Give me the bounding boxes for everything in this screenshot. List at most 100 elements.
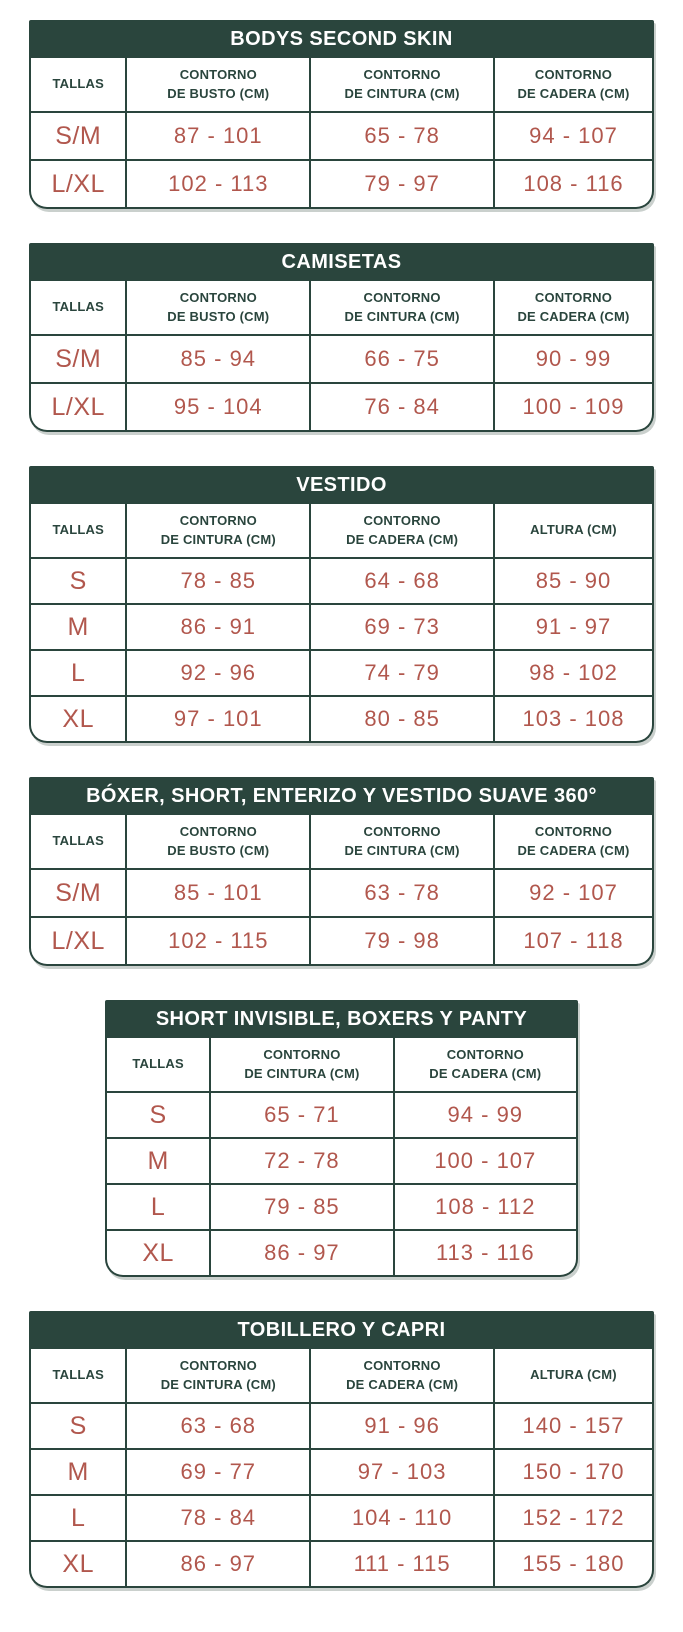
table-body: TALLAS CONTORNO DE CINTURA (CM) CONTORNO D… — [29, 1349, 654, 1588]
measurement-range-cell: 100 - 107 — [392, 1139, 576, 1183]
measurement-range-cell: 95 - 104 — [125, 384, 309, 430]
column-header-row: TALLAS CONTORNO DE CINTURA (CM) CONTORNO D… — [107, 1038, 576, 1091]
size-chart-table: BÓXER, SHORT, ENTERIZO Y VESTIDO SUAVE 3… — [29, 777, 654, 966]
measurement-range-cell: 107 - 118 — [493, 918, 652, 964]
measurement-column-header: CONTORNO DE CADERA (CM) — [309, 504, 493, 557]
size-label-cell: XL — [142, 1238, 174, 1267]
tallas-column-header: TALLAS — [52, 522, 104, 538]
measurement-range-cell: 66 - 75 — [309, 336, 493, 382]
size-row: L/XL 102 - 115 79 - 98 107 - 118 — [31, 916, 652, 964]
size-label-cell: S — [69, 566, 87, 595]
measurement-range-cell: 69 - 73 — [309, 605, 493, 649]
size-label-cell: S/M — [55, 344, 102, 373]
size-row: S 63 - 68 91 - 96 140 - 157 — [31, 1402, 652, 1448]
measurement-column-header: CONTORNO DE CINTURA (CM) — [309, 58, 493, 111]
measurement-range-cell: 85 - 90 — [493, 559, 652, 603]
column-header-row: TALLAS CONTORNO DE BUSTO (CM) CONTORNO DE … — [31, 58, 652, 111]
measurement-range-cell: 63 - 78 — [309, 870, 493, 916]
table-title: VESTIDO — [29, 466, 654, 504]
size-label-cell: XL — [62, 1549, 94, 1578]
size-row: L 78 - 84 104 - 110 152 - 172 — [31, 1494, 652, 1540]
size-label-cell: M — [67, 612, 89, 641]
table-body: TALLAS CONTORNO DE BUSTO (CM) CONTORNO DE … — [29, 58, 654, 209]
measurement-range-cell: 102 - 113 — [125, 161, 309, 207]
size-row: M 72 - 78 100 - 107 — [107, 1137, 576, 1183]
size-label-cell: L/XL — [51, 392, 105, 421]
measurement-range-cell: 86 - 91 — [125, 605, 309, 649]
size-row: XL 86 - 97 111 - 115 155 - 180 — [31, 1540, 652, 1586]
size-row: XL 86 - 97 113 - 116 — [107, 1229, 576, 1275]
measurement-range-cell: 92 - 107 — [493, 870, 652, 916]
measurement-range-cell: 69 - 77 — [125, 1450, 309, 1494]
size-row: S/M 87 - 101 65 - 78 94 - 107 — [31, 111, 652, 159]
measurement-range-cell: 91 - 97 — [493, 605, 652, 649]
measurement-range-cell: 78 - 85 — [125, 559, 309, 603]
measurement-range-cell: 65 - 78 — [309, 113, 493, 159]
measurement-column-header: CONTORNO DE CINTURA (CM) — [309, 815, 493, 868]
table-title: BÓXER, SHORT, ENTERIZO Y VESTIDO SUAVE 3… — [29, 777, 654, 815]
measurement-range-cell: 79 - 85 — [209, 1185, 392, 1229]
measurement-range-cell: 86 - 97 — [125, 1542, 309, 1586]
measurement-column-header: CONTORNO DE CINTURA (CM) — [125, 504, 309, 557]
tallas-column-header: TALLAS — [132, 1056, 184, 1072]
measurement-column-header: CONTORNO DE CINTURA (CM) — [209, 1038, 392, 1091]
tallas-column-header: TALLAS — [52, 76, 104, 92]
column-header-row: TALLAS CONTORNO DE BUSTO (CM) CONTORNO DE … — [31, 281, 652, 334]
measurement-range-cell: 152 - 172 — [493, 1496, 652, 1540]
size-label-cell: S/M — [55, 878, 102, 907]
size-chart-table: CAMISETAS TALLAS CONTORNO DE BUSTO (CM) CO… — [29, 243, 654, 432]
size-label-cell: L — [70, 1503, 86, 1532]
measurement-range-cell: 108 - 112 — [392, 1185, 576, 1229]
size-label-cell: L — [70, 658, 86, 687]
size-label-cell: L/XL — [51, 926, 105, 955]
measurement-range-cell: 79 - 98 — [309, 918, 493, 964]
size-label-cell: M — [67, 1457, 89, 1486]
measurement-column-header: CONTORNO DE CADERA (CM) — [493, 58, 652, 111]
measurement-range-cell: 97 - 101 — [125, 697, 309, 741]
tallas-column-header: TALLAS — [52, 833, 104, 849]
measurement-range-cell: 111 - 115 — [309, 1542, 493, 1586]
measurement-range-cell: 76 - 84 — [309, 384, 493, 430]
measurement-range-cell: 97 - 103 — [309, 1450, 493, 1494]
measurement-range-cell: 98 - 102 — [493, 651, 652, 695]
measurement-range-cell: 103 - 108 — [493, 697, 652, 741]
column-header-row: TALLAS CONTORNO DE CINTURA (CM) CONTORNO D… — [31, 504, 652, 557]
table-title: TOBILLERO Y CAPRI — [29, 1311, 654, 1349]
size-label-cell: L — [150, 1192, 166, 1221]
measurement-range-cell: 85 - 94 — [125, 336, 309, 382]
size-chart-table: SHORT INVISIBLE, BOXERS Y PANTY TALLAS CO… — [105, 1000, 578, 1277]
measurement-range-cell: 65 - 71 — [209, 1093, 392, 1137]
measurement-range-cell: 90 - 99 — [493, 336, 652, 382]
measurement-column-header: CONTORNO DE CADERA (CM) — [493, 281, 652, 334]
measurement-range-cell: 113 - 116 — [392, 1231, 576, 1275]
table-title: CAMISETAS — [29, 243, 654, 281]
size-row: M 69 - 77 97 - 103 150 - 170 — [31, 1448, 652, 1494]
measurement-column-header: CONTORNO DE BUSTO (CM) — [125, 58, 309, 111]
size-row: L/XL 102 - 113 79 - 97 108 - 116 — [31, 159, 652, 207]
measurement-range-cell: 78 - 84 — [125, 1496, 309, 1540]
measurement-range-cell: 155 - 180 — [493, 1542, 652, 1586]
column-header-row: TALLAS CONTORNO DE BUSTO (CM) CONTORNO DE … — [31, 815, 652, 868]
size-chart-table: BODYS SECOND SKIN TALLAS CONTORNO DE BUST… — [29, 20, 654, 209]
size-label-cell: XL — [62, 704, 94, 733]
size-row: M 86 - 91 69 - 73 91 - 97 — [31, 603, 652, 649]
measurement-column-header: CONTORNO DE CINTURA (CM) — [125, 1349, 309, 1402]
measurement-range-cell: 72 - 78 — [209, 1139, 392, 1183]
measurement-column-header: CONTORNO DE CADERA (CM) — [493, 815, 652, 868]
measurement-column-header: ALTURA (CM) — [493, 504, 652, 557]
size-chart-table: TOBILLERO Y CAPRI TALLAS CONTORNO DE CINT… — [29, 1311, 654, 1588]
measurement-range-cell: 85 - 101 — [125, 870, 309, 916]
measurement-range-cell: 150 - 170 — [493, 1450, 652, 1494]
measurement-range-cell: 102 - 115 — [125, 918, 309, 964]
measurement-range-cell: 74 - 79 — [309, 651, 493, 695]
size-chart-table: VESTIDO TALLAS CONTORNO DE CINTURA (CM) CO… — [29, 466, 654, 743]
table-body: TALLAS CONTORNO DE CINTURA (CM) CONTORNO D… — [105, 1038, 578, 1277]
measurement-column-header: CONTORNO DE BUSTO (CM) — [125, 281, 309, 334]
measurement-range-cell: 91 - 96 — [309, 1404, 493, 1448]
size-row: S/M 85 - 94 66 - 75 90 - 99 — [31, 334, 652, 382]
size-row: L 92 - 96 74 - 79 98 - 102 — [31, 649, 652, 695]
size-row: S 78 - 85 64 - 68 85 - 90 — [31, 557, 652, 603]
measurement-range-cell: 79 - 97 — [309, 161, 493, 207]
size-row: XL 97 - 101 80 - 85 103 - 108 — [31, 695, 652, 741]
measurement-column-header: CONTORNO DE CINTURA (CM) — [309, 281, 493, 334]
